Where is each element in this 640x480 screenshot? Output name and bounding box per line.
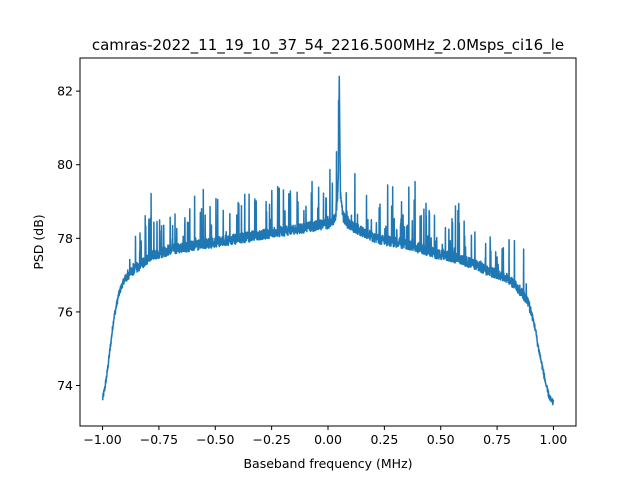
y-tick-label: 82: [57, 84, 73, 99]
y-axis-label: PSD (dB): [31, 214, 46, 269]
x-tick-label: −0.50: [196, 432, 234, 447]
x-tick-label: 0.00: [314, 432, 342, 447]
x-tick-label: −0.25: [252, 432, 290, 447]
x-axis-label: Baseband frequency (MHz): [243, 456, 412, 471]
x-tick-label: −1.00: [83, 432, 121, 447]
y-tick-label: 80: [57, 157, 73, 172]
x-tick-label: 0.50: [427, 432, 455, 447]
x-tick-label: −0.75: [140, 432, 178, 447]
y-tick-label: 76: [57, 304, 73, 319]
x-tick-label: 0.25: [370, 432, 398, 447]
psd-series-line: [101, 75, 555, 406]
y-tick-label: 78: [57, 231, 73, 246]
x-tick-label: 1.00: [540, 432, 568, 447]
series-layer: [101, 75, 555, 406]
chart-title: camras-2022_11_19_10_37_54_2216.500MHz_2…: [92, 36, 564, 55]
y-axis-ticks: 74 76 78 80 82: [57, 84, 80, 393]
x-tick-label: 0.75: [483, 432, 511, 447]
x-axis-ticks: −1.00 −0.75 −0.50 −0.25 0.00 0.25 0.50 0.75 1.00: [83, 426, 567, 447]
y-tick-label: 74: [57, 378, 73, 393]
